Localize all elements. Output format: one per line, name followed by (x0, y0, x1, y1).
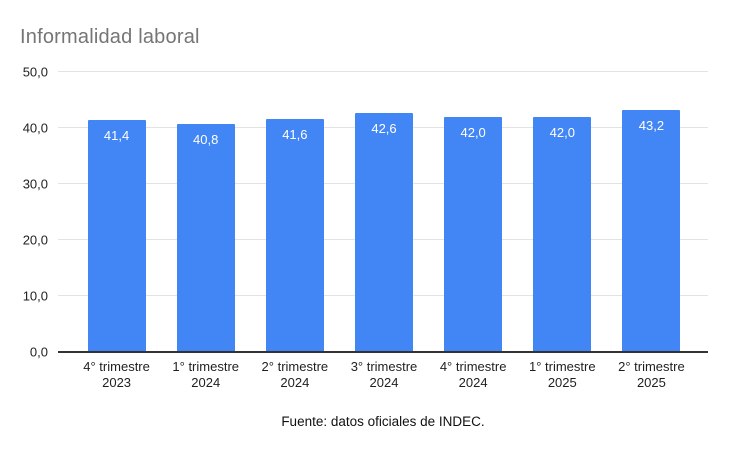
y-axis-labels: 0,0 10,0 20,0 30,0 40,0 50,0 (0, 65, 48, 360)
x-tick-label: 4° trimestre 2024 (439, 359, 507, 391)
y-tick-label: 10,0 (22, 288, 48, 304)
bar-value-label: 42,0 (460, 124, 486, 140)
x-axis-line (58, 351, 708, 353)
bar: 40,8 (176, 123, 235, 352)
bar-value-label: 41,6 (282, 127, 308, 143)
x-tick-label: 3° trimestre 2024 (350, 359, 418, 391)
x-tick-label: 1° trimestre 2024 (172, 359, 240, 391)
bar: 42,0 (533, 116, 592, 352)
bar: 41,4 (87, 120, 146, 352)
gridline (58, 71, 708, 72)
bar-value-label: 43,2 (638, 118, 665, 134)
chart-title: Informalidad laboral (20, 26, 200, 48)
bar: 42,6 (355, 113, 413, 352)
x-tick-label: 2° trimestre 2025 (618, 359, 685, 391)
bar: 43,2 (622, 110, 681, 352)
source-note: Fuente: datos oficiales de INDEC. (281, 414, 485, 429)
bar-value-label: 42,0 (549, 124, 575, 140)
y-tick-label: 0,0 (29, 344, 48, 360)
y-tick-label: 20,0 (22, 232, 48, 248)
bar-value-label: 40,8 (193, 131, 219, 147)
x-tick-label: 1° trimestre 2025 (528, 359, 596, 391)
y-tick-label: 30,0 (22, 176, 48, 192)
bar: 42,0 (444, 116, 503, 352)
y-tick-label: 40,0 (22, 120, 48, 136)
bar: 41,6 (265, 119, 324, 352)
x-tick-label: 2° trimestre 2024 (261, 359, 329, 391)
y-tick-label: 50,0 (22, 64, 48, 80)
plot-area: 41,4 40,8 41,6 42,6 42,0 42,0 43,2 4° trimestr… (58, 71, 708, 390)
x-tick-label: 4° trimestre 2023 (83, 359, 150, 391)
bar-value-label: 42,6 (371, 121, 397, 137)
bar-value-label: 41,4 (103, 128, 130, 144)
